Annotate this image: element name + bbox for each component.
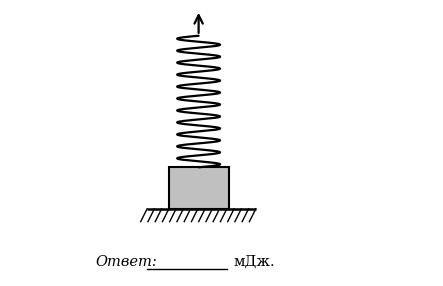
Text: Ответ:: Ответ: <box>96 255 157 269</box>
Bar <box>169 167 229 209</box>
Text: мДж.: мДж. <box>233 255 275 269</box>
